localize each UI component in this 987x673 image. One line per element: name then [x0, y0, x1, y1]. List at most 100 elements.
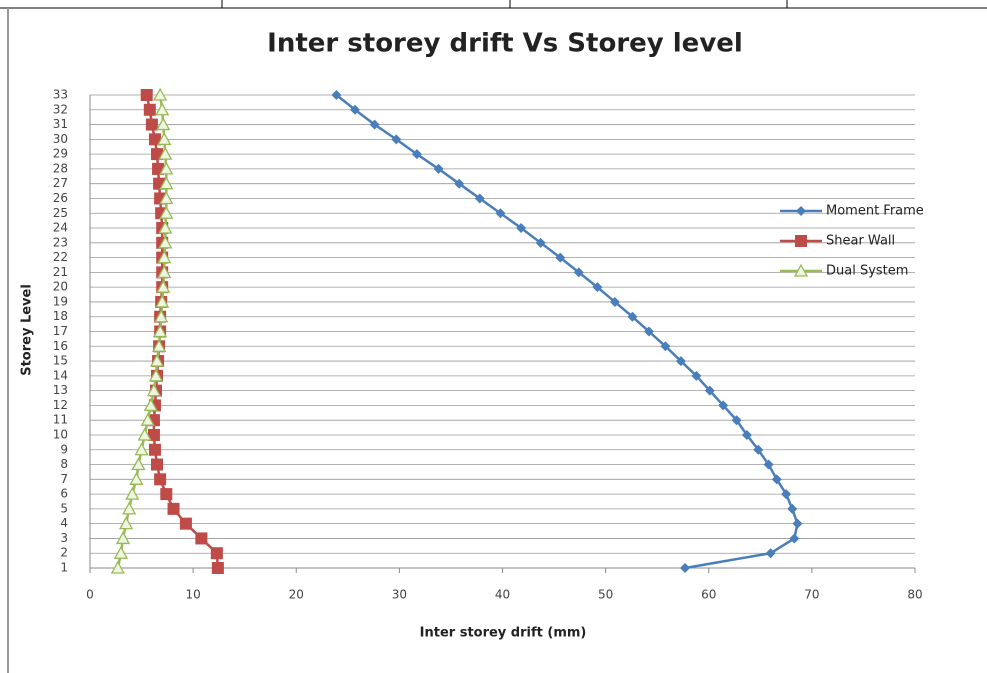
y-tick-label: 9	[60, 442, 68, 456]
y-tick-label: 18	[53, 309, 68, 323]
point	[140, 89, 153, 101]
point	[148, 133, 161, 146]
point	[154, 309, 169, 323]
point	[115, 531, 131, 545]
point	[765, 548, 776, 559]
point	[609, 296, 620, 307]
point	[433, 163, 444, 174]
y-tick-label: 2	[60, 546, 68, 560]
legend-label: Dual System	[826, 264, 908, 279]
point	[753, 444, 764, 455]
point	[643, 326, 654, 337]
x-tick-label: 70	[804, 588, 819, 602]
point	[160, 488, 173, 501]
point	[110, 560, 125, 574]
y-tick-label: 1	[60, 561, 68, 575]
x-tick-label: 80	[907, 588, 922, 602]
point	[210, 547, 223, 560]
point	[573, 267, 584, 278]
point	[474, 193, 485, 204]
point	[718, 400, 729, 411]
point	[704, 385, 715, 396]
y-tick-label: 8	[60, 457, 68, 471]
point	[148, 443, 161, 456]
point	[391, 134, 402, 145]
legend-marker	[795, 235, 807, 247]
y-tick-label: 22	[53, 250, 68, 264]
y-tick-label: 12	[53, 398, 68, 412]
x-tick-label: 20	[289, 588, 304, 602]
point	[140, 412, 155, 426]
point	[157, 131, 172, 145]
point	[147, 428, 160, 441]
point	[781, 489, 792, 500]
point	[675, 356, 686, 367]
point	[167, 502, 180, 515]
point	[137, 427, 152, 441]
point	[155, 102, 170, 116]
point	[113, 545, 129, 559]
legend-label: Moment Frame	[826, 204, 924, 219]
point	[149, 353, 165, 367]
point	[495, 208, 506, 219]
y-tick-label: 28	[53, 161, 68, 175]
point	[741, 429, 752, 440]
point	[158, 146, 173, 160]
x-axis-label: Inter storey drift (mm)	[420, 626, 587, 641]
y-tick-label: 11	[53, 413, 68, 427]
point	[145, 118, 158, 131]
y-tick-label: 30	[53, 132, 68, 146]
point	[157, 265, 172, 279]
point	[158, 220, 173, 234]
chart-title: Inter storey drift Vs Storey level	[267, 29, 743, 59]
y-tick-label: 4	[60, 516, 68, 530]
point	[146, 383, 162, 397]
y-tick-label: 15	[53, 354, 68, 368]
point	[156, 279, 171, 293]
point	[125, 486, 140, 500]
y-tick-label: 29	[53, 147, 68, 161]
point	[143, 103, 156, 116]
y-tick-label: 7	[60, 472, 68, 486]
point	[151, 458, 164, 471]
point	[159, 176, 174, 190]
x-tick-label: 0	[86, 588, 94, 602]
y-tick-label: 27	[53, 176, 68, 190]
point	[179, 517, 192, 530]
point	[134, 442, 149, 456]
point	[159, 161, 174, 175]
y-tick-label: 33	[53, 88, 68, 102]
point	[787, 503, 798, 514]
point	[148, 368, 164, 382]
point	[350, 104, 361, 115]
point	[763, 459, 774, 470]
point	[331, 90, 342, 100]
point	[159, 205, 174, 219]
point	[789, 533, 800, 544]
point	[792, 518, 803, 529]
legend-label: Shear Wall	[826, 234, 895, 249]
y-tick-label: 26	[53, 191, 68, 205]
y-tick-label: 6	[60, 487, 68, 501]
point	[129, 471, 144, 485]
point	[691, 370, 702, 381]
point	[411, 149, 422, 160]
point	[156, 117, 171, 131]
point	[627, 311, 638, 322]
point	[143, 398, 158, 412]
point	[660, 341, 671, 352]
x-tick-label: 50	[598, 588, 613, 602]
y-tick-label: 23	[53, 235, 68, 249]
y-tick-label: 19	[53, 294, 68, 308]
point	[155, 294, 170, 308]
point	[680, 563, 691, 573]
point	[555, 252, 566, 263]
point	[157, 250, 172, 264]
x-tick-label: 60	[701, 588, 716, 602]
y-tick-label: 24	[53, 221, 68, 235]
point	[369, 119, 380, 130]
point	[454, 178, 465, 189]
point	[158, 235, 173, 249]
legend-marker	[796, 206, 806, 216]
